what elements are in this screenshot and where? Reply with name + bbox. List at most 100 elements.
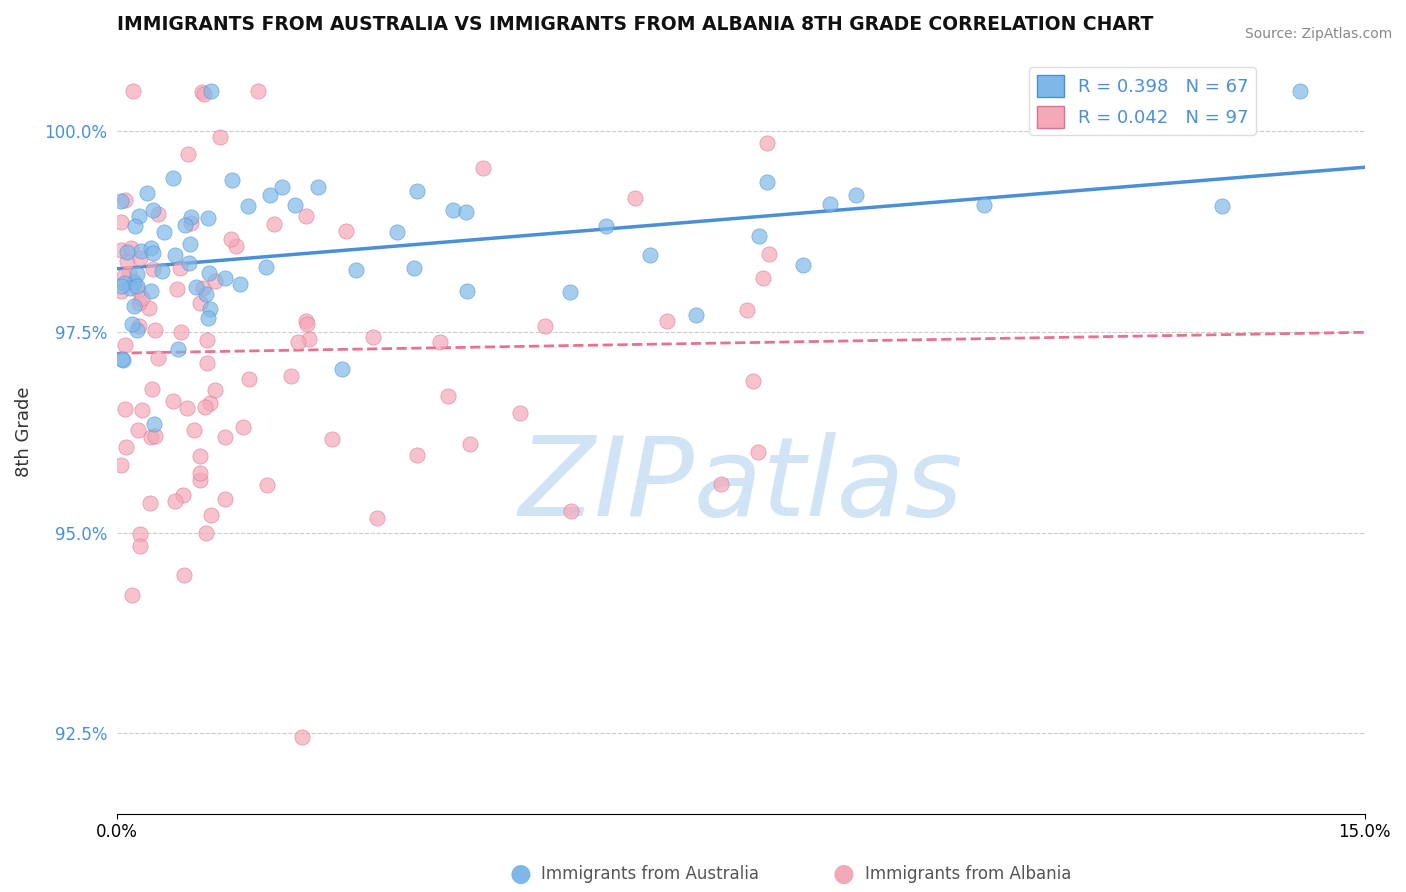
Point <box>200 301 222 316</box>
Point <box>735 303 758 318</box>
Point <box>131 403 153 417</box>
Point <box>112 276 135 290</box>
Point <box>195 525 218 540</box>
Point <box>284 198 307 212</box>
Point <box>188 296 211 310</box>
Point <box>148 351 170 366</box>
Point <box>110 243 132 257</box>
Text: ●: ● <box>832 863 855 886</box>
Point <box>402 261 425 276</box>
Point <box>741 374 763 388</box>
Point <box>818 196 841 211</box>
Point <box>1288 84 1310 98</box>
Point <box>125 267 148 281</box>
Point <box>183 423 205 437</box>
Point <box>141 382 163 396</box>
Point <box>298 332 321 346</box>
Point <box>385 225 408 239</box>
Point <box>307 180 329 194</box>
Point <box>163 493 186 508</box>
Point <box>122 299 145 313</box>
Point <box>138 301 160 316</box>
Point <box>121 589 143 603</box>
Point <box>188 466 211 480</box>
Point <box>259 188 281 202</box>
Point <box>138 496 160 510</box>
Point <box>458 437 481 451</box>
Point <box>128 209 150 223</box>
Point <box>441 202 464 217</box>
Point <box>115 244 138 259</box>
Text: ZIPatlas: ZIPatlas <box>519 432 963 539</box>
Point <box>254 260 277 274</box>
Point <box>122 277 145 292</box>
Point <box>295 318 318 332</box>
Point <box>143 323 166 337</box>
Text: IMMIGRANTS FROM AUSTRALIA VS IMMIGRANTS FROM ALBANIA 8TH GRADE CORRELATION CHART: IMMIGRANTS FROM AUSTRALIA VS IMMIGRANTS … <box>117 15 1153 34</box>
Point <box>335 224 357 238</box>
Point <box>114 338 136 352</box>
Point <box>110 215 132 229</box>
Point <box>121 84 143 98</box>
Point <box>184 280 207 294</box>
Point <box>177 256 200 270</box>
Point <box>509 406 531 420</box>
Point <box>122 275 145 289</box>
Point <box>747 445 769 459</box>
Point <box>188 449 211 463</box>
Point <box>200 508 222 523</box>
Point <box>232 420 254 434</box>
Point <box>1211 199 1233 213</box>
Point <box>758 247 780 261</box>
Point <box>214 430 236 444</box>
Point <box>177 146 200 161</box>
Point <box>436 389 458 403</box>
Point <box>173 568 195 582</box>
Point <box>710 477 733 491</box>
Point <box>263 217 285 231</box>
Point <box>204 383 226 397</box>
Point <box>685 308 707 322</box>
Point <box>247 84 270 98</box>
Point <box>114 401 136 416</box>
Text: ●: ● <box>509 863 531 886</box>
Point <box>110 285 132 299</box>
Point <box>128 296 150 310</box>
Point <box>118 267 141 281</box>
Point <box>128 318 150 333</box>
Point <box>143 417 166 432</box>
Point <box>973 197 995 211</box>
Point <box>169 260 191 275</box>
Point <box>166 342 188 356</box>
Point <box>238 372 260 386</box>
Text: Immigrants from Australia: Immigrants from Australia <box>541 865 759 883</box>
Point <box>287 334 309 349</box>
Point <box>110 194 132 209</box>
Point <box>195 333 218 347</box>
Point <box>752 271 775 285</box>
Point <box>142 245 165 260</box>
Point <box>229 277 252 291</box>
Point <box>125 324 148 338</box>
Point <box>172 488 194 502</box>
Point <box>127 423 149 437</box>
Point <box>214 491 236 506</box>
Point <box>221 172 243 186</box>
Point <box>291 730 314 744</box>
Text: Source: ZipAtlas.com: Source: ZipAtlas.com <box>1244 27 1392 41</box>
Point <box>110 458 132 472</box>
Point <box>456 284 478 298</box>
Point <box>114 440 136 454</box>
Point <box>114 193 136 207</box>
Point <box>163 248 186 262</box>
Point <box>179 236 201 251</box>
Point <box>560 504 582 518</box>
Point <box>197 211 219 226</box>
Point <box>110 351 132 366</box>
Point <box>188 473 211 487</box>
Point <box>129 244 152 259</box>
Point <box>219 231 242 245</box>
Point <box>595 219 617 233</box>
Point <box>193 87 215 102</box>
Point <box>330 362 353 376</box>
